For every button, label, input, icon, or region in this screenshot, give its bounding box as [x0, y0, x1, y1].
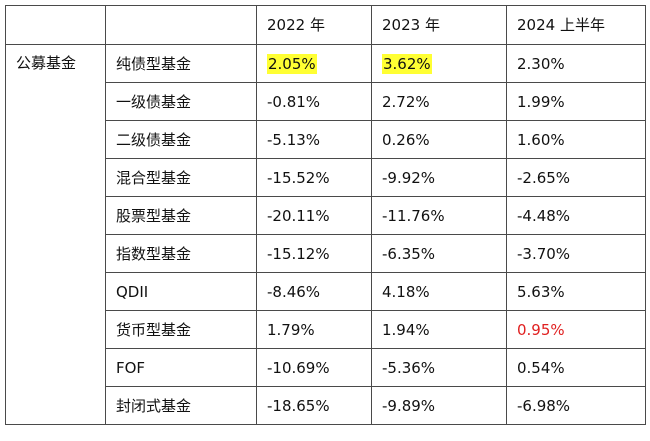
value-2022-cell: -0.81%	[256, 82, 372, 121]
value-2023-cell: 1.94%	[371, 310, 507, 349]
header-cell-empty-2	[105, 5, 257, 45]
table-row: 公募基金 纯债型基金 2.05% 3.62% 2.30%	[5, 44, 646, 425]
value-2022-cell: -10.69%	[256, 348, 372, 387]
value-2022-cell: -5.13%	[256, 120, 372, 159]
fund-type-cell: 一级债基金	[105, 82, 257, 121]
value-2023-cell: 3.62%	[371, 44, 507, 83]
fund-type-cell: QDII	[105, 272, 257, 311]
value-2022-cell: -8.46%	[256, 272, 372, 311]
value-2022-cell: 1.79%	[256, 310, 372, 349]
value-2023-cell: 0.26%	[371, 120, 507, 159]
value-2023-cell: -11.76%	[371, 196, 507, 235]
value-2023-cell: -9.92%	[371, 158, 507, 197]
fund-type-cell: 股票型基金	[105, 196, 257, 235]
value-2024-cell: 2.30%	[506, 44, 646, 83]
value-2024-cell: -4.48%	[506, 196, 646, 235]
value-2023-cell: 2.72%	[371, 82, 507, 121]
value-2024-cell: 1.99%	[506, 82, 646, 121]
value-2023-cell: -5.36%	[371, 348, 507, 387]
value-2022-cell: -15.12%	[256, 234, 372, 273]
highlighted-value: 3.62%	[382, 53, 432, 74]
value-2024-cell-red: 0.95%	[506, 310, 646, 349]
table-row: 一级债基金 -0.81% 2.72% 1.99%	[6, 82, 646, 121]
value-2024-cell: -2.65%	[506, 158, 646, 197]
value-2024-cell: 0.54%	[506, 348, 646, 387]
fund-returns-table: 2022 年 2023 年 2024 上半年 公募基金 纯债型基金 2.05% …	[5, 5, 646, 425]
highlighted-value: 2.05%	[267, 53, 317, 74]
fund-type-cell: 封闭式基金	[105, 386, 257, 425]
table-row: 二级债基金 -5.13% 0.26% 1.60%	[6, 120, 646, 159]
header-cell-empty-1	[5, 5, 106, 45]
value-2024-cell: 5.63%	[506, 272, 646, 311]
header-2023: 2023 年	[371, 5, 507, 45]
value-2023-cell: 4.18%	[371, 272, 507, 311]
table-row: 货币型基金 1.79% 1.94% 0.95%	[6, 310, 646, 349]
table-row: 混合型基金 -15.52% -9.92% -2.65%	[6, 158, 646, 197]
value-2024-cell: 1.60%	[506, 120, 646, 159]
value-2022-cell: -18.65%	[256, 386, 372, 425]
table-row: 封闭式基金 -18.65% -9.89% -6.98%	[6, 386, 646, 425]
fund-type-cell: 混合型基金	[105, 158, 257, 197]
fund-type-cell: 指数型基金	[105, 234, 257, 273]
value-2023-cell: -6.35%	[371, 234, 507, 273]
table-row: 股票型基金 -20.11% -11.76% -4.48%	[6, 196, 646, 235]
fund-type-cell: 货币型基金	[105, 310, 257, 349]
header-row: 2022 年 2023 年 2024 上半年	[5, 5, 646, 45]
value-2022-cell: -20.11%	[256, 196, 372, 235]
value-2022-cell: 2.05%	[256, 44, 372, 83]
category-cell: 公募基金	[5, 44, 106, 425]
table-row: QDII -8.46% 4.18% 5.63%	[6, 272, 646, 311]
value-2022-cell: -15.52%	[256, 158, 372, 197]
fund-type-cell: 纯债型基金	[105, 44, 257, 83]
fund-type-cell: 二级债基金	[105, 120, 257, 159]
value-2024-cell: -6.98%	[506, 386, 646, 425]
returns-table-container: 2022 年 2023 年 2024 上半年 公募基金 纯债型基金 2.05% …	[5, 5, 646, 425]
value-2024-cell: -3.70%	[506, 234, 646, 273]
header-2024-h1: 2024 上半年	[506, 5, 646, 45]
table-row: 指数型基金 -15.12% -6.35% -3.70%	[6, 234, 646, 273]
fund-type-cell: FOF	[105, 348, 257, 387]
header-2022: 2022 年	[256, 5, 372, 45]
value-2023-cell: -9.89%	[371, 386, 507, 425]
table-row: FOF -10.69% -5.36% 0.54%	[6, 348, 646, 387]
